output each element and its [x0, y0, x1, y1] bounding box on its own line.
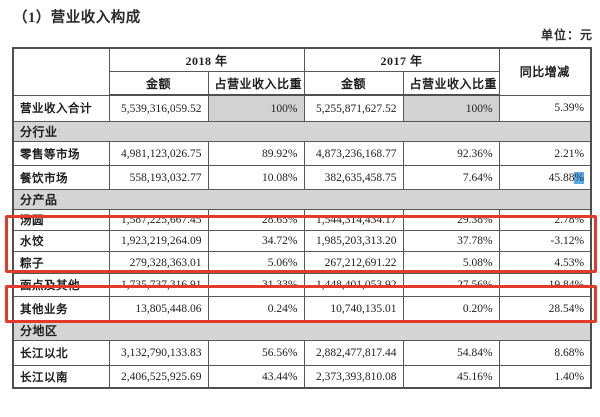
- pct-2018: 34.72%: [207, 230, 305, 252]
- col-group-2018: 2018 年: [108, 47, 305, 72]
- pct-2018: 31.33%: [207, 273, 305, 297]
- page-title: （1）营业收入构成: [13, 10, 141, 26]
- pct-2018: 43.44%: [207, 365, 305, 389]
- row-catering-market: 餐饮市场 558,193,032.77 10.08% 382,635,458.7…: [12, 165, 592, 190]
- row-shuijiao: 水饺 1,923,219,264.09 34.72% 1,985,203,313…: [12, 230, 592, 252]
- amount-2018: 1,735,737,316.91: [108, 273, 209, 297]
- col-group-2017: 2017 年: [303, 47, 500, 72]
- header-row-measures: 金额 占营业收入比重 金额 占营业收入比重: [13, 71, 591, 96]
- amount-2017: 1,448,401,053.92: [303, 273, 404, 297]
- pct-2018: 28.65%: [207, 209, 305, 231]
- section-row-industry: 分行业: [12, 121, 592, 142]
- row-other-business: 其他业务 13,805,448.06 0.24% 10,740,135.01 0…: [12, 296, 592, 321]
- amount-2017: 5,255,871,627.52: [303, 94, 404, 122]
- pct-2018: 10.08%: [207, 165, 305, 190]
- amount-2018: 3,132,790,133.83: [108, 340, 209, 366]
- amount-2018: 2,406,525,925.69: [108, 365, 209, 389]
- amount-2018: 279,328,363.01: [108, 251, 209, 274]
- amount-2017: 267,212,691.22: [303, 251, 404, 274]
- col-pct-2018: 占营业收入比重: [207, 71, 305, 96]
- pct-2018: 56.56%: [207, 340, 305, 366]
- yoy-change: 8.68%: [498, 340, 592, 366]
- yoy-change: 28.54%: [498, 296, 592, 321]
- pct-2018: 100%: [207, 94, 305, 122]
- pct-2017: 100%: [402, 94, 500, 122]
- corner-cell: [12, 47, 110, 96]
- pct-2018: 0.24%: [207, 296, 305, 321]
- amount-2018: 1,587,225,667.45: [108, 209, 209, 231]
- row-retail-market: 零售等市场 4,981,123,026.75 89.92% 4,873,236,…: [12, 141, 592, 166]
- row-label: 餐饮市场: [12, 165, 110, 190]
- pct-2017: 5.08%: [402, 251, 500, 274]
- yoy-change: 19.84%: [498, 273, 592, 297]
- pct-2017: 0.20%: [402, 296, 500, 321]
- pct-2017: 29.38%: [402, 209, 500, 231]
- pct-2017: 37.78%: [402, 230, 500, 252]
- section-row-product: 分产品: [12, 189, 592, 210]
- amount-2017: 1,985,203,313.20: [303, 230, 404, 252]
- amount-2018: 13,805,448.06: [108, 296, 209, 321]
- yoy-change: 4.53%: [498, 251, 592, 274]
- yoy-change: 5.39%: [498, 94, 592, 122]
- pct-2017: 7.64%: [402, 165, 500, 190]
- pct-2017: 45.16%: [402, 365, 500, 389]
- amount-2017: 1,544,314,434.17: [303, 209, 404, 231]
- pct-2017: 92.36%: [402, 141, 500, 166]
- row-label: 长江以北: [12, 340, 110, 366]
- section-label: 分行业: [12, 121, 592, 142]
- row-label: 粽子: [12, 251, 110, 274]
- yoy-change: 2.21%: [498, 141, 592, 166]
- pct-2017: 27.56%: [402, 273, 500, 297]
- col-amount-2018: 金额: [108, 71, 209, 96]
- amount-2017: 10,740,135.01: [303, 296, 404, 321]
- amount-2017: 4,873,236,168.77: [303, 141, 404, 166]
- row-tangyuan: 汤圆 1,587,225,667.45 28.65% 1,544,314,434…: [12, 209, 592, 231]
- col-yoy-change: 同比增减: [498, 47, 592, 96]
- row-south-yangtze: 长江以南 2,406,525,925.69 43.44% 2,373,393,8…: [12, 365, 592, 389]
- yoy-change: 45.88%: [498, 165, 592, 190]
- row-label: 零售等市场: [12, 141, 110, 166]
- yoy-change: 2.78%: [498, 209, 592, 231]
- row-pastry-other: 面点及其他 1,735,737,316.91 31.33% 1,448,401,…: [12, 273, 592, 297]
- header-row-years: 2018 年 2017 年 同比增减: [12, 47, 592, 96]
- pct-2018: 5.06%: [207, 251, 305, 274]
- pct-2018: 89.92%: [207, 141, 305, 166]
- amount-2017: 2,882,477,817.44: [303, 340, 404, 366]
- yoy-change: 1.40%: [498, 365, 592, 389]
- row-label: 水饺: [12, 230, 110, 252]
- amount-2018: 558,193,032.77: [108, 165, 209, 190]
- revenue-composition-table: 2018 年 2017 年 同比增减 金额 占营业收入比重 金额 占营业收入比重…: [12, 47, 593, 389]
- yoy-value: 45.88: [548, 171, 575, 184]
- row-zongzi: 粽子 279,328,363.01 5.06% 267,212,691.22 5…: [12, 251, 592, 274]
- row-total-revenue: 营业收入合计 5,539,316,059.52 100% 5,255,871,6…: [12, 94, 592, 122]
- row-north-yangtze: 长江以北 3,132,790,133.83 56.56% 2,882,477,8…: [12, 340, 592, 366]
- amount-2018: 5,539,316,059.52: [108, 94, 209, 122]
- col-pct-2017: 占营业收入比重: [402, 71, 500, 96]
- yoy-change: -3.12%: [498, 230, 592, 252]
- col-amount-2017: 金额: [303, 71, 404, 96]
- row-label: 营业收入合计: [12, 94, 110, 122]
- row-label: 长江以南: [12, 365, 110, 389]
- amount-2017: 2,373,393,810.08: [303, 365, 404, 389]
- amount-2018: 4,981,123,026.75: [108, 141, 209, 166]
- section-label: 分产品: [12, 189, 592, 210]
- row-label: 其他业务: [12, 296, 110, 321]
- row-label: 汤圆: [12, 209, 110, 231]
- unit-note: 单位：元: [540, 28, 593, 42]
- row-label: 面点及其他: [12, 273, 110, 297]
- selection-highlight: %: [574, 171, 585, 184]
- pct-2017: 54.84%: [402, 340, 500, 366]
- amount-2018: 1,923,219,264.09: [108, 230, 209, 252]
- section-row-region: 分地区: [12, 320, 592, 341]
- amount-2017: 382,635,458.75: [303, 165, 404, 190]
- section-label: 分地区: [12, 320, 592, 341]
